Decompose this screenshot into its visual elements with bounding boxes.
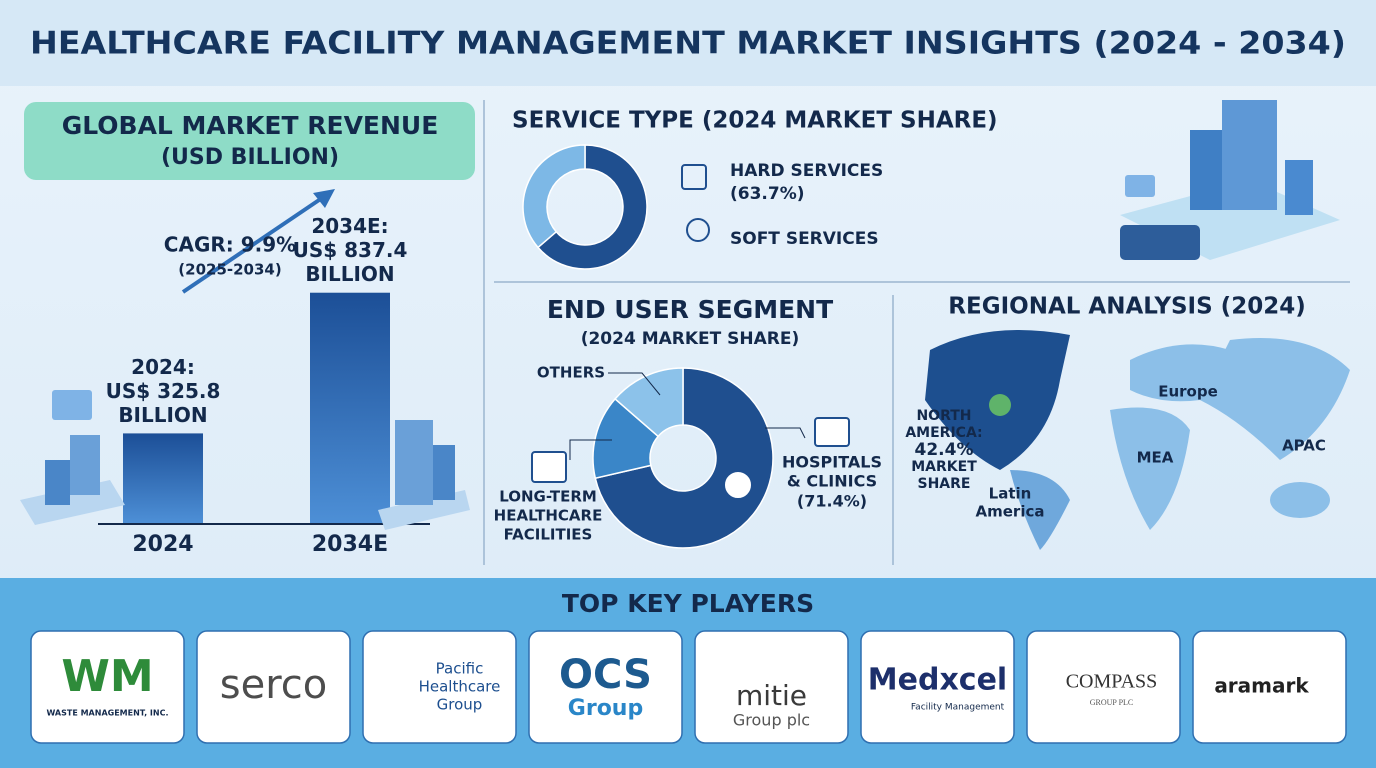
bar-label: US$ 837.4 <box>293 238 408 262</box>
logo-text: OCS <box>559 652 652 698</box>
donut <box>522 144 648 270</box>
region-label: America <box>976 503 1045 521</box>
logo-text: mitie <box>736 679 807 712</box>
logo-text: Group <box>437 696 483 714</box>
header-band <box>0 0 1376 86</box>
highlight-line: MARKET <box>911 459 977 475</box>
slice-value-label: (71.4%) <box>797 492 867 511</box>
logo-text: WM <box>61 651 153 702</box>
icon <box>686 218 710 242</box>
highlight-line: 42.4% <box>915 440 974 460</box>
region-label: Latin <box>989 485 1032 503</box>
section-title: TOP KEY PLAYERS <box>562 589 814 618</box>
category-label: 2034E <box>312 532 388 557</box>
section-title: REGIONAL ANALYSIS (2024) <box>948 294 1305 320</box>
logo-text: COMPASS <box>1066 671 1158 693</box>
logo-card <box>1026 630 1181 744</box>
logo-card <box>694 630 849 744</box>
region-label: MEA <box>1137 449 1174 467</box>
region-label: Europe <box>1158 383 1218 401</box>
slice-label: OTHERS <box>537 364 605 382</box>
highlight-line: SHARE <box>918 476 971 492</box>
cagr: CAGR: 9.9% <box>164 233 296 257</box>
bar-label: 2024: <box>131 355 195 379</box>
building-illustration <box>20 390 470 530</box>
world-map <box>925 330 1350 550</box>
logo-text: Healthcare <box>419 678 501 696</box>
logo-card <box>196 630 351 744</box>
slice-label: LONG-TERM <box>499 488 597 506</box>
leader-line <box>569 439 612 460</box>
slice-label: & CLINICS <box>787 472 877 491</box>
icon <box>681 164 707 190</box>
slice-value-label: (63.7%) <box>730 184 805 204</box>
cagr-period: (2025-2034) <box>178 261 281 279</box>
revenue-title: GLOBAL MARKET REVENUE <box>62 111 439 140</box>
logo-card <box>528 630 683 744</box>
icon <box>814 417 850 447</box>
bar <box>123 433 203 523</box>
section-subtitle: (2024 MARKET SHARE) <box>581 329 800 349</box>
arrow-head <box>313 189 335 208</box>
smart-building-illustration <box>1120 100 1340 260</box>
page-title: HEALTHCARE FACILITY MANAGEMENT MARKET IN… <box>30 26 1346 62</box>
section-title: END USER SEGMENT <box>547 295 833 324</box>
leader-line <box>608 372 661 396</box>
logo-card <box>362 630 517 744</box>
logo-text: aramark <box>1214 674 1309 698</box>
donut-slice <box>522 144 586 249</box>
donut-slice <box>594 367 774 549</box>
logo-text: serco <box>220 662 327 708</box>
logo-text: Medxcel <box>868 663 1007 698</box>
slice-label: HOSPITALS <box>782 453 882 472</box>
logo-text: GROUP PLC <box>1090 698 1134 707</box>
slice-label: HEALTHCARE <box>494 507 603 525</box>
section-title: SERVICE TYPE (2024 MARKET SHARE) <box>512 108 998 134</box>
revenue-title-box <box>24 102 475 180</box>
logo-text: WASTE MANAGEMENT, INC. <box>46 709 168 718</box>
bar-label: BILLION <box>118 403 207 427</box>
logo-card <box>1192 630 1347 744</box>
logo-text: Facility Management <box>911 703 1005 713</box>
slice-label: SOFT SERVICES <box>730 229 879 249</box>
leader-line <box>765 427 806 439</box>
logo-row: WM WASTE MANAGEMENT, INC. serco PacificHeal… <box>30 630 1347 744</box>
logo-text: Group <box>568 696 643 721</box>
logo-text: Group plc <box>733 711 810 730</box>
bar-label: 2034E: <box>311 214 388 238</box>
category-label: 2024 <box>132 532 193 557</box>
icon <box>531 451 567 483</box>
highlight-line: NORTH <box>916 408 971 424</box>
bar-label: US$ 325.8 <box>106 379 221 403</box>
donut-slice <box>614 367 684 438</box>
highlight-line: AMERICA: <box>905 425 982 441</box>
growth-arrow <box>181 194 327 294</box>
icon <box>723 470 753 500</box>
logo-card <box>30 630 185 744</box>
bar <box>310 292 390 523</box>
logo-text: Pacific <box>436 660 484 678</box>
donut <box>592 367 774 549</box>
revenue-unit: (USD BILLION) <box>161 145 339 170</box>
donut-slice <box>536 144 648 270</box>
slice-label: FACILITIES <box>504 526 593 544</box>
logo-card <box>860 630 1015 744</box>
region-label: APAC <box>1282 437 1326 455</box>
bar-label: BILLION <box>305 262 394 286</box>
slice-label: HARD SERVICES <box>730 161 883 181</box>
